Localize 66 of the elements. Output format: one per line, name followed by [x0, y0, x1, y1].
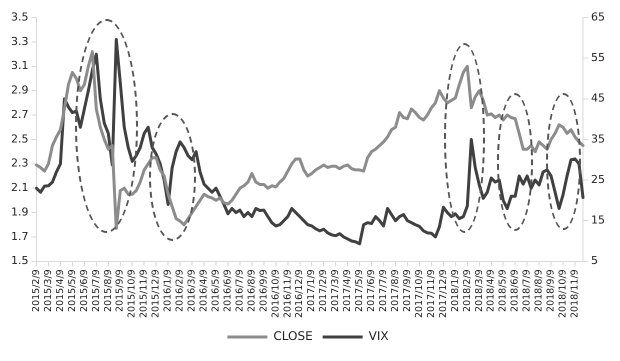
y-tick-label: 1.5	[10, 254, 28, 268]
x-tick-label: 2017/4/9	[342, 269, 354, 312]
y2-tick-label: 25	[591, 172, 606, 186]
x-tick-label: 2017/12/9	[438, 269, 449, 318]
x-tick-label: 2015/10/9	[126, 269, 138, 318]
y-tick-label: 2.7	[10, 108, 28, 121]
x-tick-label: 2018/4/9	[486, 269, 497, 312]
y-tick-label: 2.9	[10, 84, 28, 97]
x-tick-label: 2018/10/9	[558, 269, 569, 318]
x-tick-label: 2016/11/9	[282, 269, 294, 318]
y-tick-label: 3.1	[10, 59, 28, 72]
x-tick-label: 2015/4/9	[54, 269, 66, 312]
x-tick-label: 2018/9/9	[546, 269, 557, 312]
x-tick-label: 2017/8/9	[390, 269, 401, 312]
y-tick-label: 1.7	[10, 230, 28, 243]
x-tick-label: 2018/3/9	[474, 269, 485, 312]
x-tick-label: 2018/1/9	[450, 269, 461, 312]
x-tick-label: 2018/2/9	[462, 269, 473, 312]
x-tick-label: 2017/2/9	[318, 269, 330, 312]
x-tick-label: 2016/5/9	[210, 269, 222, 312]
x-tick-label: 2015/12/9	[150, 269, 162, 318]
y-tick-label: 2.1	[10, 181, 28, 194]
y2-tick-label: 5	[591, 254, 598, 268]
x-tick-label: 2015/5/9	[66, 269, 78, 312]
x-tick-label: 2015/8/9	[102, 269, 114, 312]
x-tick-label: 2018/7/9	[522, 269, 533, 312]
y2-tick-label: 45	[591, 92, 606, 105]
y-tick-label: 2.3	[10, 156, 28, 170]
x-tick-label: 2017/5/9	[354, 269, 366, 312]
y2-tick-label: 65	[591, 10, 606, 24]
x-tick-label: 2016/8/9	[246, 269, 258, 312]
x-tick-label: 2016/7/9	[234, 269, 246, 312]
x-tick-label: 2016/12/9	[294, 269, 306, 318]
x-tick-label: 2017/1/9	[306, 269, 318, 312]
legend-label: VIX	[368, 329, 389, 344]
y2-tick-label: 55	[591, 51, 606, 64]
x-tick-label: 2017/3/9	[330, 269, 342, 312]
x-tick-label: 2016/2/9	[174, 269, 186, 312]
y-tick-label: 1.9	[10, 205, 28, 218]
x-tick-label: 2015/7/9	[90, 269, 102, 312]
x-tick-label: 2018/5/9	[498, 269, 509, 312]
x-tick-label: 2016/6/9	[222, 269, 234, 312]
x-tick-label: 2016/10/9	[270, 269, 282, 318]
x-tick-label: 2017/7/9	[378, 269, 390, 312]
y-tick-label: 2.5	[10, 132, 28, 146]
x-tick-label: 2017/10/9	[414, 269, 425, 318]
x-tick-label: 2016/4/9	[198, 269, 210, 312]
x-tick-label: 2018/6/9	[510, 269, 521, 312]
x-tick-label: 2018/8/9	[534, 269, 545, 312]
y-tick-label: 3.5	[10, 10, 28, 24]
x-tick-label: 2016/9/9	[258, 269, 270, 312]
x-tick-label: 2017/11/9	[426, 269, 437, 318]
legend-label: CLOSE	[273, 329, 313, 344]
x-tick-label: 2016/3/9	[186, 269, 198, 312]
x-tick-label: 2015/6/9	[78, 269, 90, 312]
y2-tick-label: 15	[591, 214, 606, 227]
x-tick-label: 2016/1/9	[162, 269, 174, 312]
x-tick-label: 2015/9/9	[114, 269, 126, 312]
x-tick-label: 2015/11/9	[138, 269, 150, 318]
x-tick-label: 2017/6/9	[366, 269, 378, 312]
x-tick-label: 2015/2/9	[30, 269, 42, 312]
x-tick-label: 2015/3/9	[42, 269, 54, 312]
y2-tick-label: 35	[591, 132, 606, 146]
y-tick-label: 3.3	[10, 34, 28, 48]
x-tick-label: 2018/11/9	[569, 269, 580, 318]
x-tick-label: 2017/9/9	[402, 269, 413, 312]
